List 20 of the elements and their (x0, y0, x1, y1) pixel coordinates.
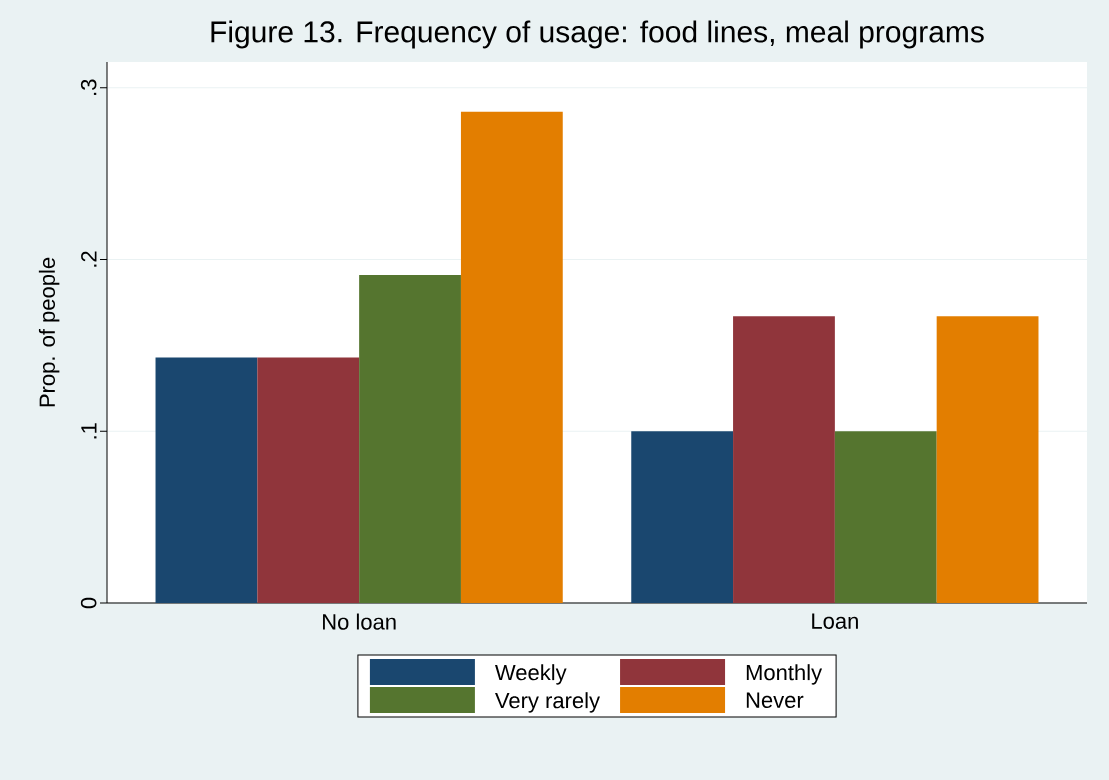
bar (257, 357, 360, 603)
bar (359, 274, 461, 603)
y-axis-title: Prop. of people (38, 257, 60, 407)
bar (460, 111, 563, 603)
y-tick-label: 0 (80, 597, 97, 609)
legend-label: Never (746, 692, 804, 708)
y-tick-label: .2 (81, 251, 97, 267)
bar (936, 316, 1039, 603)
bar (631, 431, 734, 603)
y-tick-label: .3 (80, 79, 97, 95)
x-tick-label: Loan (812, 613, 858, 629)
x-tick-label: No loan (323, 613, 396, 630)
bar (733, 316, 835, 603)
bar (155, 357, 258, 603)
legend-label: Monthly (746, 664, 823, 685)
legend-label: Very rarely (495, 692, 600, 713)
legend-label: Weekly (495, 664, 567, 685)
y-tick-label: .1 (81, 423, 97, 439)
bar (834, 431, 937, 603)
chart-title: Figure 13. Frequency of usage: food lines, meal programs (211, 20, 984, 49)
